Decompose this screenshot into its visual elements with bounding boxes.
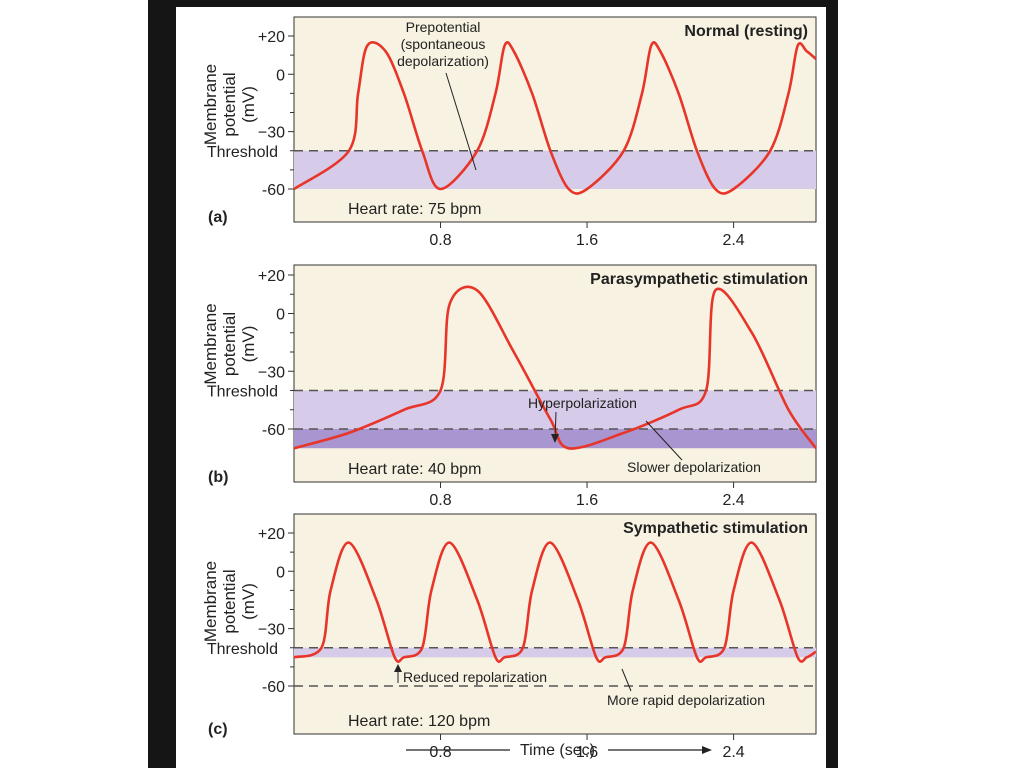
heart-rate-label: Heart rate: 40 bpm: [348, 461, 481, 478]
y-axis-title-line: (mV): [239, 326, 258, 363]
y-tick-label: -60: [262, 182, 285, 199]
annotation-arrowhead: [394, 664, 402, 672]
annotation-text: More rapid depolarization: [607, 692, 765, 708]
y-tick-label: −30: [258, 364, 285, 381]
x-axis-arrowhead: [702, 746, 712, 754]
y-tick-label: -60: [262, 422, 285, 439]
annotation-text: Reduced repolarization: [403, 669, 547, 685]
depolarization-band: [294, 647, 816, 658]
annotation-text: (spontaneous: [401, 36, 486, 52]
annotation-text: Prepotential: [406, 19, 481, 35]
y-axis-title-line: Membrane: [201, 561, 220, 642]
x-tick-label: 1.6: [576, 232, 598, 249]
y-axis-title: Membrane potential (mV): [201, 303, 258, 384]
membrane-potential-trace: [293, 541, 817, 664]
y-axis-title-line: potential: [220, 312, 239, 376]
figure-panel: +20 0 −30 -60 Threshold Membrane potential (mV)…: [176, 7, 826, 768]
y-axis-title-line: (mV): [239, 583, 258, 620]
annotation-arrowhead: [551, 434, 559, 443]
annotation-text: depolarization): [397, 53, 489, 69]
plot-area: [293, 264, 817, 483]
annotation-pointer: [645, 420, 683, 461]
y-axis-title: Membrane potential (mV): [201, 561, 258, 642]
y-axis-title-line: Membrane: [201, 303, 220, 384]
threshold-label: Threshold: [207, 384, 278, 401]
x-tick-label: 1.6: [576, 492, 598, 509]
x-tick-label: 0.8: [429, 492, 451, 509]
y-tick-label: +20: [258, 526, 285, 543]
y-axis-title-line: potential: [220, 569, 239, 633]
y-tick-label: 0: [276, 307, 285, 324]
y-axis-title-line: Membrane: [201, 64, 220, 145]
annotation-text: Hyperpolarization: [528, 395, 637, 411]
membrane-potential-trace: [293, 285, 818, 450]
panel-title: Normal (resting): [684, 23, 808, 40]
annotation-text: Slower depolarization: [627, 459, 761, 475]
plot-area: [293, 16, 817, 223]
x-tick-label: 0.8: [429, 744, 451, 761]
y-tick-label: +20: [258, 268, 285, 285]
panel-label: (b): [208, 469, 228, 486]
y-axis-title-line: potential: [220, 72, 239, 136]
threshold-label: Threshold: [207, 641, 278, 658]
x-tick-label: 0.8: [429, 232, 451, 249]
heart-rate-label: Heart rate: 75 bpm: [348, 201, 481, 218]
x-tick-label: 2.4: [722, 232, 744, 249]
x-axis-title: Time (sec): [520, 742, 595, 759]
y-tick-label: −30: [258, 622, 285, 639]
y-tick-label: +20: [258, 29, 285, 46]
y-tick-label: 0: [276, 564, 285, 581]
y-axis-title-line: (mV): [239, 86, 258, 123]
annotation-pointer: [621, 668, 632, 692]
x-tick-label: 2.4: [722, 744, 744, 761]
heart-rate-label: Heart rate: 120 bpm: [348, 713, 490, 730]
threshold-band: [294, 390, 816, 429]
depolarization-band: [294, 150, 816, 189]
panel-title: Sympathetic stimulation: [623, 520, 808, 537]
x-axis-title-group: Time (sec): [406, 742, 712, 759]
membrane-potential-trace: [293, 41, 817, 195]
y-tick-label: −30: [258, 125, 285, 142]
x-tick-label: 1.6: [576, 744, 598, 761]
panel-title: Parasympathetic stimulation: [590, 271, 808, 288]
x-tick-label: 2.4: [722, 492, 744, 509]
threshold-label: Threshold: [207, 144, 278, 161]
annotation-pointer: [445, 72, 477, 171]
y-axis-title: Membrane potential (mV): [201, 64, 258, 145]
panel-label: (a): [208, 209, 228, 226]
y-tick-label: 0: [276, 67, 285, 84]
y-tick-label: -60: [262, 679, 285, 696]
panel-label: (c): [208, 721, 228, 738]
